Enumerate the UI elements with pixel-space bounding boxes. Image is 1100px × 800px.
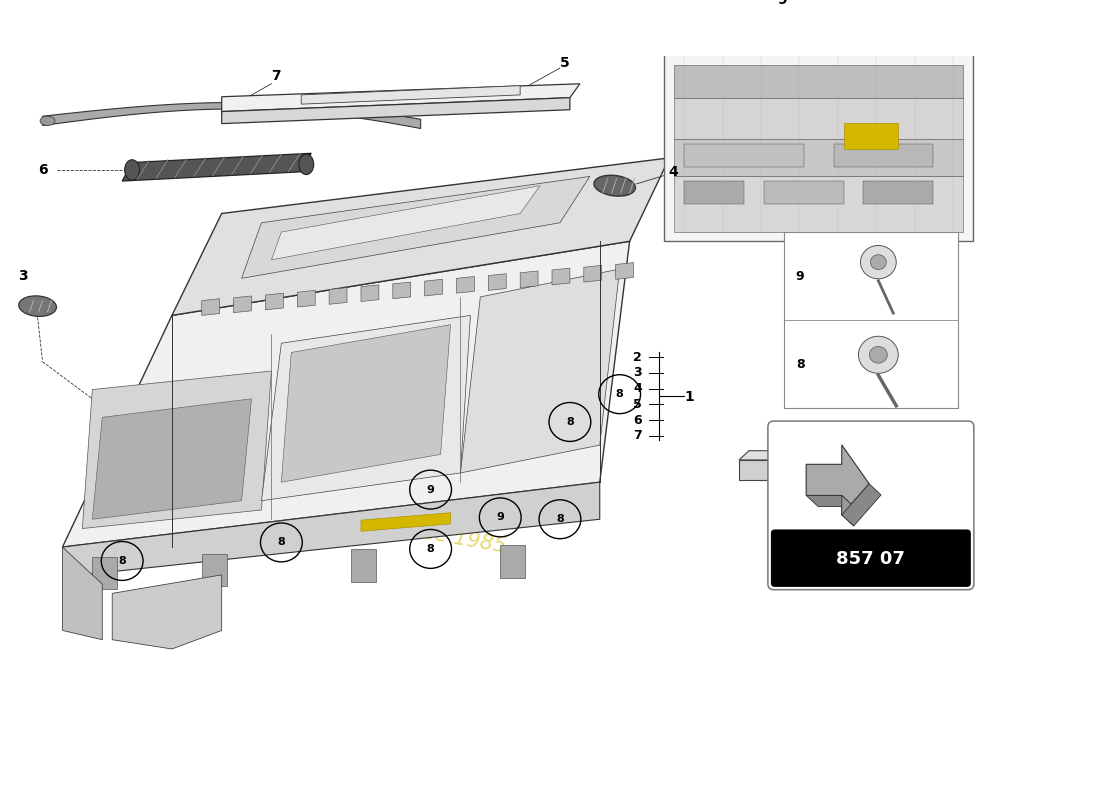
Polygon shape <box>794 450 804 480</box>
Polygon shape <box>842 495 854 526</box>
Text: 857 07: 857 07 <box>836 550 905 568</box>
Text: 8: 8 <box>427 544 434 554</box>
Text: 8: 8 <box>119 556 126 566</box>
Ellipse shape <box>594 175 636 196</box>
Text: 8: 8 <box>277 538 285 547</box>
Polygon shape <box>842 484 881 526</box>
Polygon shape <box>222 98 570 124</box>
Text: 8: 8 <box>557 514 564 524</box>
Polygon shape <box>63 242 629 547</box>
Ellipse shape <box>124 160 140 180</box>
Polygon shape <box>233 296 252 313</box>
Text: 9: 9 <box>795 270 804 282</box>
Polygon shape <box>552 268 570 285</box>
Polygon shape <box>329 288 346 304</box>
Polygon shape <box>82 371 272 529</box>
Polygon shape <box>297 290 316 307</box>
FancyBboxPatch shape <box>763 181 844 204</box>
FancyBboxPatch shape <box>351 550 376 582</box>
Polygon shape <box>63 482 600 575</box>
Text: 1: 1 <box>684 390 694 404</box>
Text: 8: 8 <box>795 358 804 370</box>
Polygon shape <box>63 547 102 640</box>
Ellipse shape <box>299 154 314 174</box>
FancyBboxPatch shape <box>201 554 227 586</box>
Polygon shape <box>461 269 619 473</box>
FancyBboxPatch shape <box>864 181 933 204</box>
Polygon shape <box>584 266 602 282</box>
Polygon shape <box>674 177 962 232</box>
Polygon shape <box>739 460 794 480</box>
Text: 5: 5 <box>560 56 570 70</box>
Text: 3: 3 <box>18 269 28 282</box>
Polygon shape <box>361 285 378 302</box>
FancyBboxPatch shape <box>500 545 525 578</box>
FancyBboxPatch shape <box>771 530 971 587</box>
Polygon shape <box>112 575 222 649</box>
FancyBboxPatch shape <box>684 144 804 167</box>
Polygon shape <box>43 102 420 129</box>
Ellipse shape <box>19 296 56 317</box>
Polygon shape <box>122 154 311 181</box>
Text: 4: 4 <box>669 165 679 178</box>
FancyBboxPatch shape <box>664 38 972 242</box>
Text: a passion for parts since 1985: a passion for parts since 1985 <box>195 482 508 557</box>
Text: 9: 9 <box>496 513 504 522</box>
FancyBboxPatch shape <box>784 232 958 408</box>
FancyBboxPatch shape <box>844 122 899 149</box>
Polygon shape <box>425 279 442 296</box>
Polygon shape <box>806 495 854 506</box>
Polygon shape <box>282 325 451 482</box>
Polygon shape <box>301 86 520 104</box>
Text: 6: 6 <box>37 163 47 177</box>
Text: 9: 9 <box>427 485 434 494</box>
Text: 9: 9 <box>777 0 786 7</box>
Circle shape <box>870 254 887 270</box>
Polygon shape <box>92 399 252 519</box>
Text: 8: 8 <box>616 389 624 399</box>
Text: 7: 7 <box>272 70 282 83</box>
Text: 4: 4 <box>634 382 642 395</box>
FancyBboxPatch shape <box>834 144 933 167</box>
Polygon shape <box>488 274 506 290</box>
Text: 8: 8 <box>566 417 574 427</box>
Polygon shape <box>674 139 962 177</box>
Polygon shape <box>674 66 962 98</box>
Polygon shape <box>806 445 869 515</box>
Text: etcarsparts: etcarsparts <box>114 405 528 467</box>
Polygon shape <box>242 177 590 278</box>
Polygon shape <box>361 513 451 531</box>
Text: 5: 5 <box>634 398 642 411</box>
Polygon shape <box>456 277 474 293</box>
Polygon shape <box>739 450 804 460</box>
Text: 7: 7 <box>634 430 642 442</box>
Ellipse shape <box>40 116 55 126</box>
Polygon shape <box>262 315 471 501</box>
Circle shape <box>858 336 899 374</box>
Polygon shape <box>393 282 410 298</box>
FancyBboxPatch shape <box>768 421 974 590</box>
Circle shape <box>869 346 888 363</box>
Text: 2: 2 <box>634 350 642 364</box>
Polygon shape <box>616 262 634 279</box>
Polygon shape <box>272 186 540 260</box>
Circle shape <box>860 246 896 279</box>
Polygon shape <box>201 298 220 315</box>
FancyBboxPatch shape <box>92 557 118 589</box>
Polygon shape <box>172 158 670 315</box>
Polygon shape <box>674 98 962 139</box>
Polygon shape <box>265 293 284 310</box>
Polygon shape <box>222 84 580 111</box>
Text: 3: 3 <box>634 366 642 379</box>
Polygon shape <box>520 271 538 288</box>
Text: 6: 6 <box>634 414 642 426</box>
FancyBboxPatch shape <box>684 181 744 204</box>
